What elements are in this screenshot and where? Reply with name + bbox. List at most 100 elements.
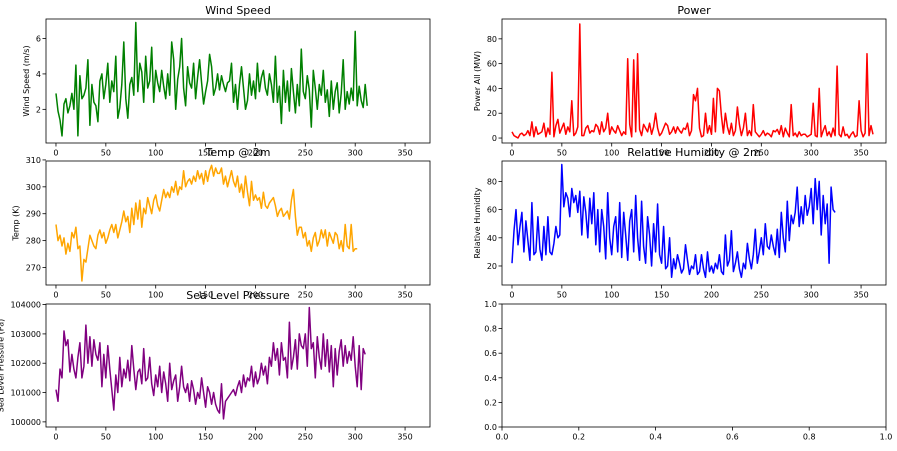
x-tick-label: 350: [397, 433, 412, 442]
subplot-2: 0 50 100 150 200 250 300 350 0 20 40 60 80 Power Power…: [473, 4, 887, 158]
y-tick-label: 1.0: [484, 300, 497, 309]
subplot-1: 0 50 100 150 200 250 300 350 2 4 6 Wind Speed Wind S…: [22, 4, 431, 158]
x-tick-label: 0: [509, 291, 514, 300]
y-tick-label: 300: [26, 183, 41, 192]
x-tick-label: 100: [604, 149, 619, 158]
axes-frame: [45, 18, 431, 144]
subplot-3: 0 50 100 150 200 250 300 350 270 280 290 300 310 Temp…: [12, 146, 431, 300]
y-tick-label: 310: [26, 156, 41, 165]
y-tick-label: 102000: [10, 359, 41, 368]
x-tick-label: 100: [148, 149, 163, 158]
y-tick-label: 0.0: [484, 423, 497, 432]
x-tick-label: 150: [654, 291, 669, 300]
y-tick-label: 0.2: [484, 398, 497, 407]
x-tick-label: 150: [654, 149, 669, 158]
y-tick-label: 80: [487, 35, 497, 44]
y-axis-label: Relative Humidity: [473, 187, 482, 258]
x-tick-label: 300: [348, 291, 363, 300]
y-tick-label: 40: [487, 234, 497, 243]
x-tick-label: 100: [604, 291, 619, 300]
axes-frame: [501, 160, 887, 286]
y-tick-label: 60: [487, 60, 497, 69]
y-tick-label: 80: [487, 177, 497, 186]
x-tick-label: 0.2: [572, 433, 585, 442]
y-tick-label: 280: [26, 237, 41, 246]
chart-title: Wind Speed: [205, 4, 271, 17]
y-tick-label: 60: [487, 206, 497, 215]
y-tick-label: 0.8: [484, 325, 497, 334]
y-tick-label: 104000: [10, 301, 41, 310]
x-tick-label: 50: [101, 433, 111, 442]
x-tick-label: 200: [248, 149, 263, 158]
x-tick-label: 350: [853, 149, 868, 158]
y-tick-label: 0.4: [484, 374, 497, 383]
y-tick-label: 290: [26, 210, 41, 219]
x-tick-label: 300: [804, 149, 819, 158]
x-tick-label: 0: [53, 149, 58, 158]
x-tick-label: 50: [557, 149, 567, 158]
x-tick-label: 300: [348, 433, 363, 442]
y-tick-label: 103000: [10, 330, 41, 339]
series-line: [55, 21, 368, 137]
y-tick-label: 0: [492, 134, 497, 143]
x-tick-label: 0.6: [726, 433, 739, 442]
y-tick-label: 101000: [10, 389, 41, 398]
chart-title: Power: [677, 4, 711, 17]
axes-frame: [501, 303, 887, 428]
y-tick-label: 4: [36, 70, 41, 79]
x-tick-label: 150: [198, 291, 213, 300]
subplot-6: 0.0 0.2 0.4 0.6 0.8 1.0 0.0 0.2 0.4 0.6 0.8 1.0: [484, 300, 892, 442]
x-tick-label: 0.8: [803, 433, 816, 442]
x-tick-label: 350: [397, 291, 412, 300]
x-tick-label: 0.4: [649, 433, 662, 442]
chart-title: Sea Level Pressure: [186, 289, 290, 302]
x-tick-label: 0: [509, 149, 514, 158]
x-tick-label: 200: [704, 291, 719, 300]
x-tick-label: 0: [53, 291, 58, 300]
y-tick-label: 40: [487, 84, 497, 93]
axes-frame: [501, 18, 887, 144]
x-tick-label: 100: [148, 433, 163, 442]
y-axis-label: Temp (K): [12, 205, 21, 241]
axes-frame: [45, 160, 431, 286]
y-axis-label: Power All (MW): [473, 51, 482, 111]
chart-title: Temp @ 2m: [204, 146, 270, 159]
x-tick-label: 200: [248, 433, 263, 442]
x-tick-label: 200: [248, 291, 263, 300]
x-tick-label: 150: [198, 149, 213, 158]
x-tick-label: 250: [298, 149, 313, 158]
x-tick-label: 300: [804, 291, 819, 300]
axes-frame: [45, 303, 431, 428]
x-tick-label: 250: [754, 291, 769, 300]
subplot-5: 0 50 100 150 200 250 300 350 100000 101000 102000 1…: [0, 289, 431, 442]
y-tick-label: 100000: [10, 418, 41, 427]
y-tick-label: 20: [487, 262, 497, 271]
x-tick-label: 0.0: [496, 433, 509, 442]
x-tick-label: 150: [198, 433, 213, 442]
chart-title: Relative Humidity @ 2m: [627, 146, 760, 159]
series-line: [55, 164, 358, 282]
x-tick-label: 250: [298, 291, 313, 300]
y-tick-label: 2: [36, 105, 41, 114]
x-tick-label: 250: [298, 433, 313, 442]
x-tick-label: 250: [754, 149, 769, 158]
x-tick-label: 200: [704, 149, 719, 158]
x-tick-label: 0: [53, 433, 58, 442]
x-tick-label: 1.0: [880, 433, 893, 442]
y-tick-label: 20: [487, 109, 497, 118]
y-tick-label: 270: [26, 264, 41, 273]
y-tick-label: 6: [36, 34, 41, 43]
x-tick-label: 350: [397, 149, 412, 158]
x-tick-label: 50: [101, 149, 111, 158]
x-tick-label: 100: [148, 291, 163, 300]
x-tick-label: 50: [557, 291, 567, 300]
y-axis-label: Wind Speed (m/s): [22, 45, 31, 116]
series-line: [511, 23, 874, 139]
subplot-4: 0 50 100 150 200 250 300 350 20 40 60 80 Relative Hu…: [473, 146, 887, 300]
y-tick-label: 0.6: [484, 349, 497, 358]
y-axis-label: Sea Level Pressure (Pa): [0, 319, 5, 412]
series-line: [55, 306, 366, 420]
x-tick-label: 300: [348, 149, 363, 158]
x-tick-label: 50: [101, 291, 111, 300]
